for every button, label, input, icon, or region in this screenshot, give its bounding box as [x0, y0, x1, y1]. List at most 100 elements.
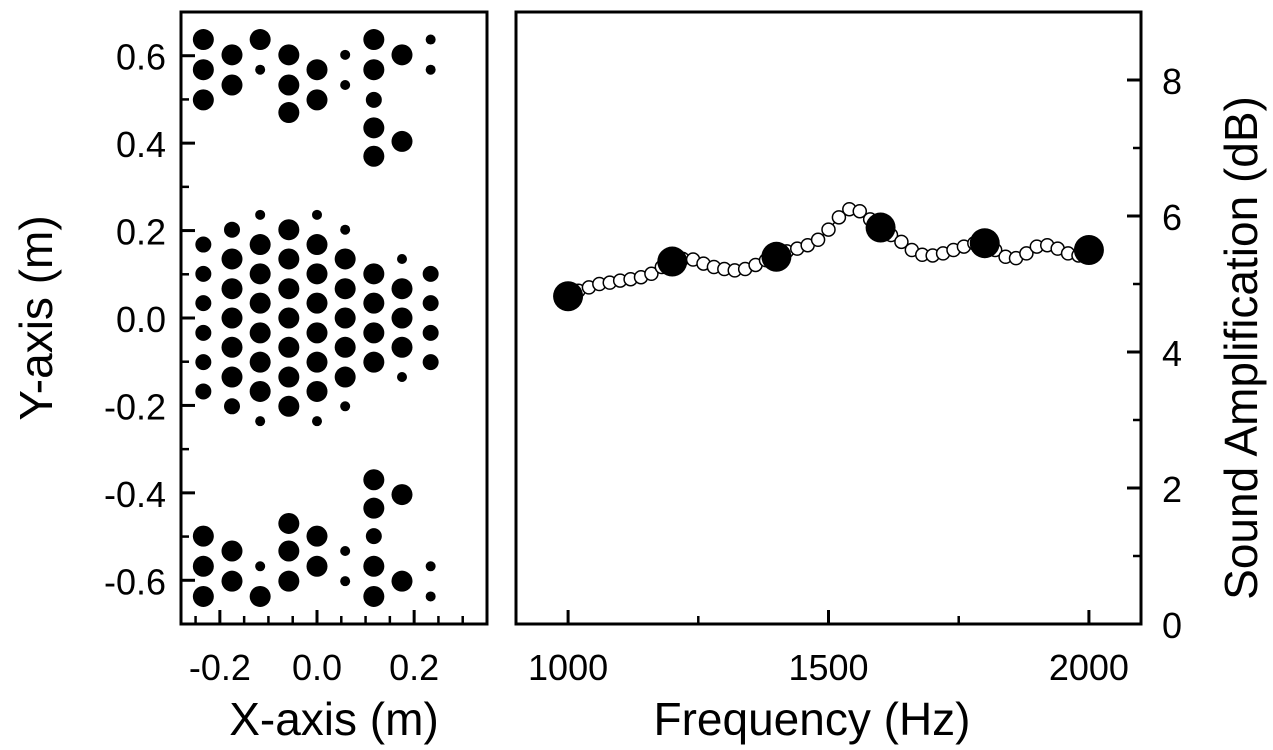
layout-hole-point — [340, 545, 351, 556]
layout-hole-point — [249, 322, 271, 344]
layout-hole-point — [255, 416, 266, 427]
layout-hole-point — [312, 416, 322, 427]
layout-hole-point — [195, 324, 212, 341]
layout-hole-point — [391, 570, 413, 592]
layout-hole-point — [306, 555, 328, 577]
layout-hole-point — [221, 74, 243, 96]
amplification-open-point — [894, 234, 909, 250]
layout-hole-point — [221, 336, 243, 358]
amplification-open-point — [644, 266, 659, 282]
layout-hole-point — [249, 29, 271, 51]
layout-hole-point — [334, 248, 356, 270]
layout-hole-point — [363, 351, 385, 373]
frequency-tick-labels: 1000 1500 2000 0 2 4 6 8 — [528, 61, 1182, 688]
layout-hole-point — [334, 278, 356, 300]
layout-hole-point — [340, 80, 351, 91]
layout-hole-point — [363, 322, 385, 344]
layout-hole-point — [221, 44, 243, 66]
layout-hole-point — [192, 59, 214, 81]
layout-hole-point — [255, 561, 266, 572]
amplification-filled-point — [865, 212, 896, 243]
layout-hole-point — [221, 307, 243, 329]
layout-hole-point — [425, 591, 436, 602]
layout-hole-point — [334, 307, 356, 329]
layout-hole-point — [249, 351, 271, 373]
layout-hole-point — [278, 248, 300, 270]
layout-hole-point — [278, 74, 300, 96]
frequency-panel: 1000 1500 2000 0 2 4 6 8 Frequency (Hz) Sound A… — [514, 10, 1267, 745]
layout-hole-point — [422, 324, 439, 341]
layout-tick-labels: -0.6 -0.4 -0.2 0.0 0.2 0.4 0.6 -0.2 0.0 0.2 — [104, 37, 439, 688]
layout-hole-point — [249, 380, 271, 402]
layout-hole-point — [365, 91, 382, 108]
layout-hole-point — [278, 570, 300, 592]
frequency-x-tick-label: 1500 — [788, 647, 868, 688]
layout-hole-point — [425, 561, 436, 572]
layout-hole-point — [391, 307, 413, 329]
layout-y-tick-label: 0.6 — [116, 37, 166, 78]
layout-hole-point — [278, 540, 300, 562]
amplification-y-axis-label: Sound Amplification (dB) — [1215, 96, 1267, 600]
layout-hole-point — [192, 585, 214, 607]
layout-hole-point — [221, 540, 243, 562]
layout-hole-point — [278, 219, 300, 241]
layout-hole-point — [306, 234, 328, 256]
layout-hole-point — [249, 292, 271, 314]
layout-hole-point — [340, 49, 351, 60]
layout-hole-point — [363, 292, 385, 314]
layout-hole-point — [363, 117, 385, 139]
layout-hole-point — [249, 263, 271, 285]
layout-hole-point — [391, 484, 413, 506]
layout-hole-point — [221, 278, 243, 300]
layout-hole-point — [192, 89, 214, 111]
layout-hole-point — [363, 585, 385, 607]
layout-hole-point — [363, 263, 385, 285]
amplification-filled-point — [969, 228, 1000, 259]
layout-hole-point — [278, 512, 300, 534]
frequency-x-tick-label: 1000 — [528, 647, 608, 688]
layout-x-tick-label: 0.2 — [389, 647, 439, 688]
layout-hole-point — [363, 469, 385, 491]
layout-hole-point — [224, 398, 240, 415]
layout-hole-point — [306, 89, 328, 111]
layout-hole-point — [278, 102, 300, 124]
layout-y-tick-label: -0.4 — [104, 474, 166, 515]
layout-hole-point — [397, 253, 407, 264]
layout-hole-point — [422, 295, 439, 312]
layout-ticks — [181, 54, 464, 624]
layout-hole-point — [255, 209, 266, 220]
layout-hole-point — [306, 263, 328, 285]
layout-hole-point — [278, 307, 300, 329]
amplification-filled-point — [761, 241, 792, 272]
layout-hole-point — [391, 278, 413, 300]
layout-hole-point — [195, 295, 212, 312]
layout-hole-point — [391, 336, 413, 358]
amplification-open-point — [852, 203, 867, 219]
layout-hole-point — [195, 354, 212, 371]
layout-hole-point — [422, 265, 439, 282]
layout-hole-point — [363, 145, 385, 167]
frequency-ticks — [566, 10, 1141, 626]
layout-hole-point — [391, 44, 413, 66]
frequency-x-axis-label: Frequency (Hz) — [654, 693, 971, 745]
layout-hole-point — [312, 209, 322, 220]
layout-hole-point — [363, 59, 385, 81]
layout-hole-point — [340, 401, 351, 412]
layout-hole-point — [192, 29, 214, 51]
amplification-filled-point — [657, 246, 688, 277]
layout-panel: -0.6 -0.4 -0.2 0.0 0.2 0.4 0.6 -0.2 0.0 0.2 X-axi… — [10, 10, 489, 745]
layout-hole-point — [306, 380, 328, 402]
layout-hole-point — [249, 234, 271, 256]
layout-hole-point — [425, 34, 436, 45]
layout-hole-point — [363, 555, 385, 577]
layout-y-tick-label: -0.2 — [104, 386, 166, 427]
layout-hole-point — [391, 130, 413, 152]
layout-hole-point — [255, 64, 266, 75]
layout-hole-point — [365, 528, 382, 545]
layout-hole-point — [195, 236, 212, 253]
layout-x-tick-label: 0.0 — [292, 647, 342, 688]
layout-hole-point — [306, 322, 328, 344]
amplification-open-point — [1019, 246, 1034, 261]
layout-hole-point — [306, 351, 328, 373]
